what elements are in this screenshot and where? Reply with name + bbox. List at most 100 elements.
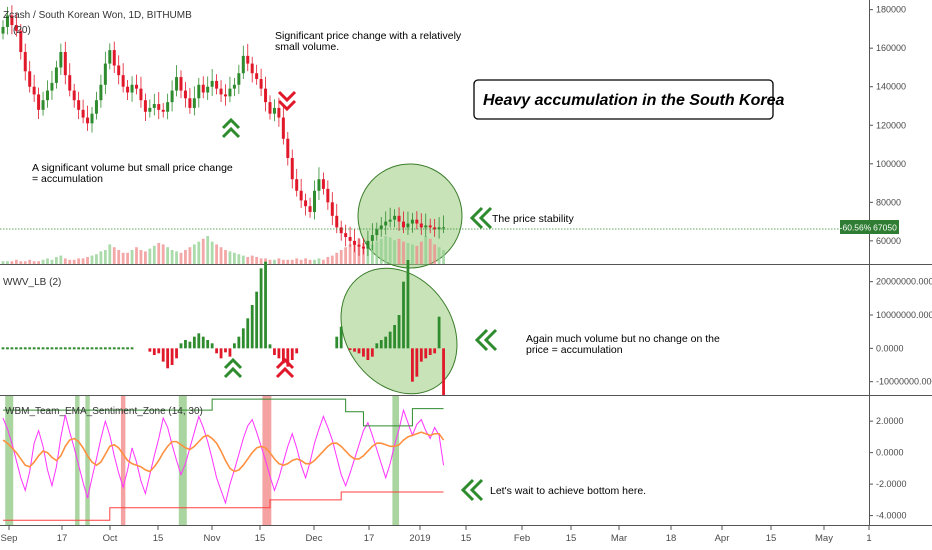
candle-body bbox=[68, 75, 72, 91]
x-tick-label: Feb bbox=[514, 533, 530, 544]
candle-body bbox=[188, 98, 192, 108]
candle-body bbox=[161, 109, 165, 112]
wwv-bar bbox=[406, 260, 410, 349]
candle-body bbox=[272, 107, 276, 114]
wwv-bar bbox=[233, 343, 236, 349]
wwv-bar bbox=[295, 348, 299, 354]
candle-body bbox=[277, 107, 281, 118]
last-price-tag: -60.56% 67050 bbox=[840, 220, 899, 234]
wwv-bar bbox=[59, 347, 63, 350]
wwv-bar bbox=[10, 347, 14, 350]
volume-bar bbox=[210, 241, 214, 264]
volume-bar bbox=[379, 238, 383, 264]
volume-bar bbox=[63, 258, 67, 264]
y-tick-label: 0.0000 bbox=[876, 343, 904, 353]
candle-body bbox=[232, 84, 236, 89]
wwv-bar bbox=[130, 347, 134, 350]
heading-text: Heavy accumulation in the South Korea bbox=[483, 92, 785, 109]
sentiment-zone bbox=[5, 396, 14, 525]
candle-body bbox=[94, 100, 98, 114]
up-arrow-icon bbox=[223, 357, 243, 379]
volume-bar bbox=[19, 261, 23, 264]
candle-body bbox=[135, 84, 138, 89]
wwv-bar bbox=[397, 315, 401, 349]
y-tick-label: -10000000.0000 bbox=[876, 377, 932, 387]
volume-bar bbox=[424, 236, 428, 264]
wwv-bar bbox=[108, 347, 112, 350]
volume-bar bbox=[406, 243, 410, 264]
wwv-bar bbox=[255, 291, 259, 349]
volume-bar bbox=[126, 252, 129, 264]
candle-body bbox=[321, 179, 325, 189]
wwv-bar bbox=[379, 340, 383, 349]
wwv-bar bbox=[384, 336, 388, 349]
volume-bar bbox=[148, 248, 152, 264]
candle-body bbox=[157, 104, 161, 110]
wwv-bar bbox=[23, 347, 27, 350]
y-tick-label: -2.0000 bbox=[876, 479, 907, 489]
candle-body bbox=[81, 109, 85, 118]
wwv-bar bbox=[219, 348, 223, 359]
wwv-bar bbox=[273, 348, 276, 355]
note-bottom: Let's wait to achieve bottom here. bbox=[490, 485, 646, 497]
wwv-bar bbox=[41, 347, 45, 350]
volume-bar bbox=[259, 258, 263, 264]
volume-bar bbox=[326, 257, 330, 264]
sentiment-line bbox=[3, 398, 444, 427]
volume-bar bbox=[14, 259, 18, 264]
wwv-bar bbox=[46, 347, 49, 350]
x-tick-label: Sep bbox=[1, 533, 18, 544]
volume-bar bbox=[348, 244, 352, 264]
volume-bar bbox=[237, 254, 241, 264]
candle-body bbox=[326, 188, 330, 203]
candle-body bbox=[375, 229, 379, 236]
candle-body bbox=[357, 244, 361, 247]
sentiment-pane-title: WBM_Team_EMA_Sentiment_Zone (14, 30) bbox=[5, 406, 203, 417]
volume-bar bbox=[161, 244, 165, 264]
candle-body bbox=[241, 55, 245, 74]
candle-body bbox=[175, 77, 179, 91]
sentiment-axis-ticks: 2.0000 0.0000 -2.0000 -4.0000 bbox=[869, 416, 907, 521]
volume-bar bbox=[219, 247, 223, 264]
left-arrow-icon bbox=[474, 328, 498, 352]
candle-body bbox=[50, 82, 54, 91]
volume-bars bbox=[1, 236, 445, 264]
sentiment-zone bbox=[120, 396, 126, 525]
wwv-bar bbox=[19, 347, 23, 350]
wwv-bar bbox=[77, 347, 81, 350]
note-stability: The price stability bbox=[492, 213, 574, 225]
candle-body bbox=[379, 225, 383, 230]
y-tick-label: 60000 bbox=[876, 236, 901, 246]
wwv-bar bbox=[250, 305, 254, 349]
volume-bar bbox=[353, 241, 356, 264]
time-axis-ticks: Sep 17 Oct 15 Nov 15 Dec 17 2019 15 Feb 15 Mar 18 Apr 1… bbox=[1, 526, 872, 544]
wwv-bar bbox=[241, 328, 245, 349]
candle-body bbox=[406, 223, 410, 228]
volume-bar bbox=[419, 241, 423, 264]
wwv-bar bbox=[72, 347, 76, 350]
candle-body bbox=[126, 86, 130, 93]
candle-body bbox=[339, 227, 343, 234]
wwv-bar bbox=[192, 336, 196, 349]
wwv-bar bbox=[126, 347, 129, 350]
volume-bar bbox=[295, 258, 299, 264]
wwv-bar bbox=[290, 348, 294, 360]
wwv-bar bbox=[1, 347, 5, 350]
y-tick-label: 140000 bbox=[876, 82, 906, 92]
candle-body bbox=[290, 158, 294, 180]
y-tick-label: 120000 bbox=[876, 120, 906, 130]
x-tick-label: 17 bbox=[57, 533, 68, 544]
volume-bar bbox=[384, 236, 388, 264]
candle-body bbox=[424, 225, 428, 228]
volume-bar bbox=[99, 251, 103, 264]
x-tick-label: Apr bbox=[715, 533, 730, 544]
sentiment-zone bbox=[262, 396, 272, 525]
wwv-bar bbox=[442, 348, 445, 395]
wwv-bars bbox=[1, 260, 445, 395]
volume-bar bbox=[103, 250, 107, 264]
wwv-bar bbox=[161, 348, 165, 362]
wwv-bar bbox=[215, 348, 218, 354]
candle-body bbox=[46, 90, 49, 101]
wwv-bar bbox=[166, 348, 170, 369]
y-tick-label: 100000 bbox=[876, 159, 906, 169]
